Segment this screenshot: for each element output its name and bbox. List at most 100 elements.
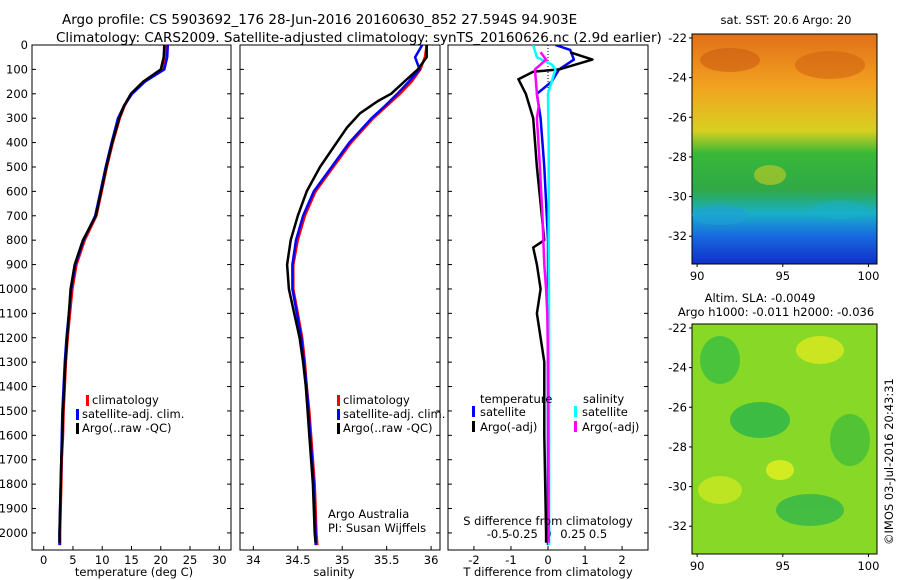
sst-patch [754,165,786,185]
legend-header-salinity: salinity [583,392,624,406]
sla-map-title2: Argo h1000: -0.011 h2000: -0.036 [678,305,874,319]
xtick-label: 20 [153,553,168,567]
xtick-label: 10 [95,553,110,567]
legend-label-sal-satellite: satellite [582,405,628,419]
s-diff-tick-label: -0.25 [508,527,538,541]
map-ytick-label: -30 [668,190,687,204]
legend-swatch-climatology [86,395,89,406]
xtick-label: 35 [335,553,350,567]
xtick-label: 1 [581,553,588,567]
figure-title-line1: Argo profile: CS 5903692_176 28-Jun-2016… [62,12,577,28]
legend-label-satellite: satellite-adj. clim. [82,407,184,421]
legend-label-argo: Argo(..raw -QC) [82,421,172,435]
legend-label-temp-satellite: satellite [480,405,526,419]
sst-patch [700,48,760,72]
ytick-label: 0 [21,38,28,52]
map-ytick-label: -22 [668,31,687,45]
legend-swatch-satellite [337,409,340,420]
xtick-label: 0 [544,553,551,567]
legend-label-satellite: satellite-adj. clim. [343,407,445,421]
legend-label-climatology: climatology [92,393,159,407]
sla-map-title1: Altim. SLA: -0.0049 [705,291,816,305]
ytick-label: 1200 [0,331,28,345]
map-ytick-label: -22 [668,321,687,335]
map-xtick-label: 100 [857,559,879,573]
ytick-label: 1800 [0,477,28,491]
profile-curves [58,45,594,550]
sst-patch [810,201,870,219]
map-ytick-label: -28 [668,440,687,454]
ytick-label: 1100 [0,306,28,320]
xtick-label: 34 [246,553,261,567]
sst-map-title: sat. SST: 20.6 Argo: 20 [721,13,852,27]
legend-swatch-climatology [337,395,340,406]
credit-line1: Argo Australia [328,507,409,521]
ytick-label: 500 [6,160,28,174]
ytick-label: 1900 [0,502,28,516]
map-ytick-label: -24 [668,71,687,85]
legend-label-climatology: climatology [343,393,410,407]
legend-header-temperature: temperature [480,392,552,406]
legend-swatch-satellite [76,409,79,420]
xtick-label: 35.5 [374,553,400,567]
ytick-label: 1500 [0,404,28,418]
series-line-temperature-argo-adj [517,51,594,543]
legend-label-argo: Argo(..raw -QC) [343,421,433,435]
xtick-label: 0 [40,553,47,567]
ytick-label: 1700 [0,453,28,467]
xtick-label: 34.5 [285,553,311,567]
legend-swatch-sal-argo [574,421,577,432]
xtick-label: 25 [183,553,198,567]
sla-patch [776,494,844,526]
axis-ticks: 0100200300400500600700800900100011001200… [0,38,648,567]
map-ytick-label: -32 [668,519,687,533]
sla-patch [700,336,740,384]
legend-swatch-temp-argo [472,421,475,432]
difference-top-xlabel: S difference from climatology [463,514,633,528]
series-line-climatology [58,45,168,546]
map-xtick-label: 100 [857,269,879,283]
map-axis-ticks: -22 -24 -26 -28 -30 -32 90 95 100 -22 -24 -26 -28 -30… [668,31,879,573]
xtick-label: 5 [69,553,76,567]
ytick-label: 900 [6,258,28,272]
salinity-legend: climatology satellite-adj. clim. Argo(..… [337,393,445,435]
ytick-label: 100 [6,62,28,76]
sst-patch [692,205,748,225]
sla-patch [796,336,844,364]
map-ytick-label: -24 [668,361,687,375]
series-line-argo-raw-qc [58,45,166,543]
sla-patch [698,476,742,504]
ytick-label: 600 [6,184,28,198]
sst-patch [795,51,865,79]
series-line-salinity-argo-adj [533,51,550,543]
map-ytick-label: -26 [668,400,687,414]
ytick-label: 800 [6,233,28,247]
sla-patch [830,414,870,466]
difference-xlabel: T difference from climatology [462,565,633,579]
map-ytick-label: -32 [668,229,687,243]
sla-patch [730,402,790,438]
xtick-label: 2 [618,553,625,567]
map-xtick-label: 90 [690,559,705,573]
ytick-label: 300 [6,111,28,125]
temperature-xlabel: temperature (deg C) [75,565,193,579]
credit-line2: PI: Susan Wijffels [328,521,426,535]
series-line-satellite-adj-clim [58,45,170,546]
legend-swatch-argo [76,423,79,434]
map-ytick-label: -26 [668,110,687,124]
ytick-label: 1000 [0,282,28,296]
series-line-temperature-satellite [535,45,576,546]
xtick-label: 30 [212,553,227,567]
salinity-xlabel: salinity [313,565,354,579]
salinity-panel-frame [239,44,441,551]
ytick-label: 700 [6,209,28,223]
map-ytick-label: -28 [668,150,687,164]
legend-swatch-temp-satellite [472,406,475,417]
xtick-label: -1 [505,553,516,567]
ytick-label: 1600 [0,428,28,442]
temperature-legend: climatology satellite-adj. clim. Argo(..… [76,393,184,435]
sla-map-texture [698,336,870,526]
ytick-label: 1400 [0,380,28,394]
s-diff-tick-label: 0.25 [560,527,586,541]
